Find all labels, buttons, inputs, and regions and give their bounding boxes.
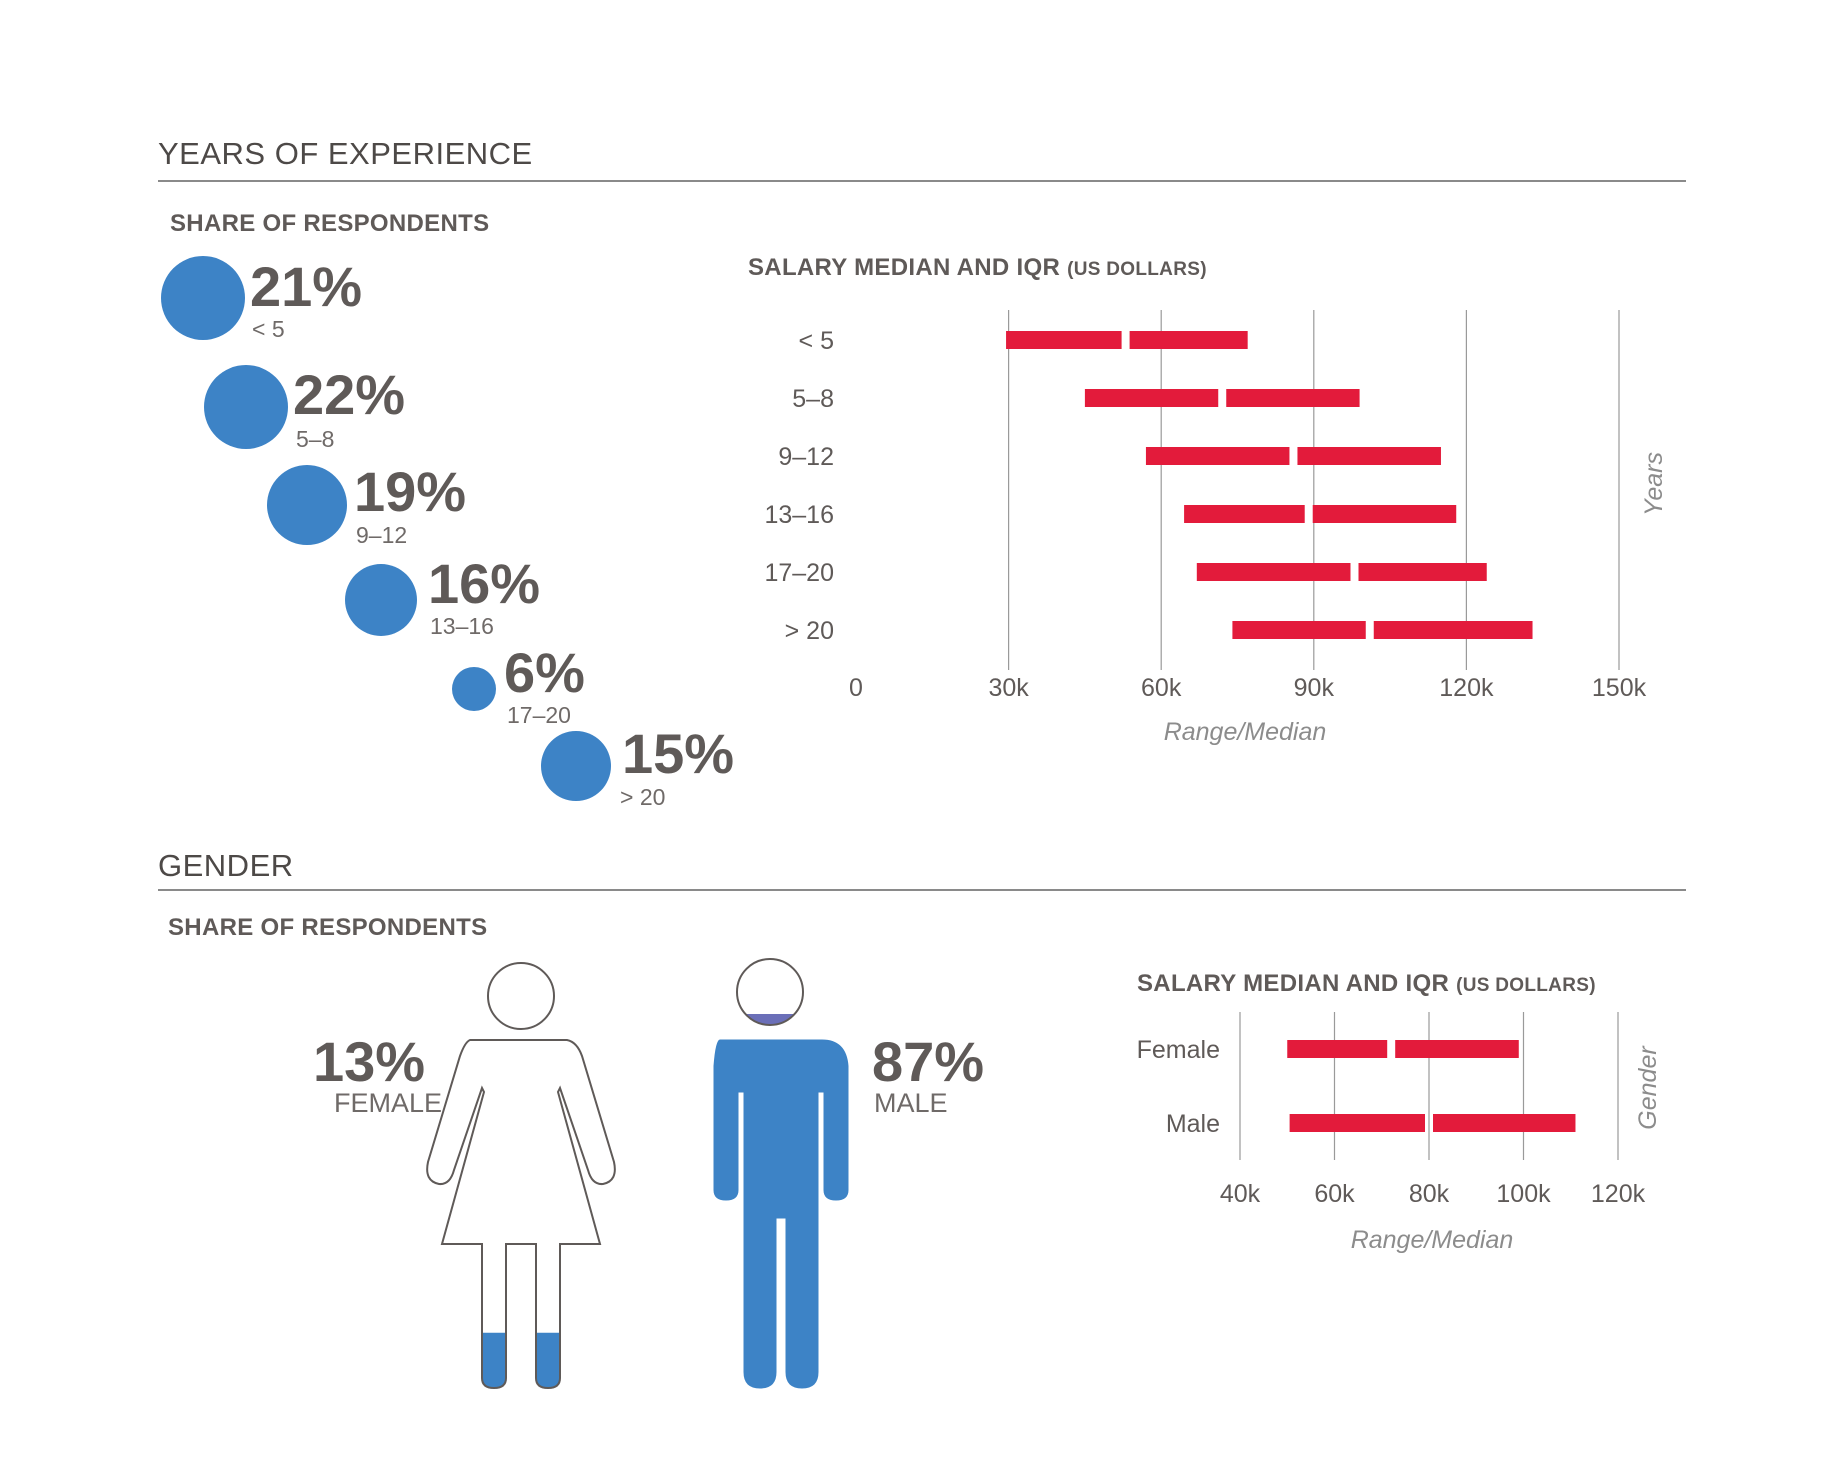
experience-section-title: YEARS OF EXPERIENCE xyxy=(158,136,533,171)
experience-y-axis-label: Years xyxy=(1640,452,1668,516)
female-pct: 13% xyxy=(313,1030,426,1093)
male-figure-icon xyxy=(713,958,849,1389)
gender-x-axis-label: Range/Median xyxy=(1351,1226,1514,1254)
experience-bubble-17-20 xyxy=(452,667,496,711)
gender-share-title: SHARE OF RESPONDENTS xyxy=(168,914,488,941)
female-figure-icon xyxy=(426,962,616,1390)
experience-pct-17-20: 6% xyxy=(504,641,585,704)
experience-x-tick-label: 30k xyxy=(988,674,1029,702)
gender-x-tick-label: 120k xyxy=(1591,1180,1646,1208)
experience-share-title: SHARE OF RESPONDENTS xyxy=(170,210,490,237)
experience-bubble-gt20 xyxy=(541,731,611,801)
experience-category-label: 17–20 xyxy=(764,559,834,587)
experience-category-label: < 5 xyxy=(799,327,834,355)
female-figure-fill xyxy=(427,1332,615,1388)
gender-y-axis-label: Gender xyxy=(1634,1045,1662,1130)
experience-iqr-lower-bar xyxy=(1006,331,1122,349)
gender-section-rule xyxy=(158,889,1686,891)
gender-iqr-upper-bar xyxy=(1395,1040,1519,1058)
female-label: FEMALE xyxy=(334,1088,443,1118)
gender-section-title: GENDER xyxy=(158,848,294,883)
experience-label-5-8: 5–8 xyxy=(296,426,335,452)
experience-pct-13-16: 16% xyxy=(428,552,541,615)
experience-iqr-lower-bar xyxy=(1084,389,1219,407)
gender-category-label: Female xyxy=(1137,1036,1220,1064)
male-pct: 87% xyxy=(872,1030,985,1093)
experience-bubble-lt5 xyxy=(161,256,245,340)
gender-x-tick-label: 40k xyxy=(1220,1180,1261,1208)
gender-salary-title-text: SALARY MEDIAN AND IQR xyxy=(1137,970,1450,997)
gender-x-tick-label: 80k xyxy=(1409,1180,1450,1208)
experience-x-tick-label: 90k xyxy=(1294,674,1335,702)
gender-iqr-upper-bar xyxy=(1433,1114,1576,1132)
experience-category-label: 9–12 xyxy=(778,443,834,471)
gender-iqr-lower-bar xyxy=(1289,1114,1425,1132)
experience-label-17-20: 17–20 xyxy=(507,702,571,728)
experience-iqr-upper-bar xyxy=(1129,331,1248,349)
experience-iqr-upper-bar xyxy=(1226,389,1360,407)
experience-salary-title-text: SALARY MEDIAN AND IQR xyxy=(748,254,1061,281)
experience-category-label: > 20 xyxy=(785,617,834,645)
experience-iqr-upper-bar xyxy=(1297,447,1441,465)
gender-salary-title-suffix: (US DOLLARS) xyxy=(1456,975,1596,996)
experience-pct-5-8: 22% xyxy=(293,363,406,426)
gender-iqr-lower-bar xyxy=(1287,1040,1388,1058)
experience-x-tick-label: 0 xyxy=(849,674,863,702)
experience-iqr-upper-bar xyxy=(1358,563,1487,581)
gender-x-tick-label: 60k xyxy=(1314,1180,1355,1208)
experience-iqr-lower-bar xyxy=(1145,447,1290,465)
gender-category-label: Male xyxy=(1166,1110,1220,1138)
gender-salary-chart-title: SALARY MEDIAN AND IQR (US DOLLARS) xyxy=(1137,970,1596,998)
experience-pct-9-12: 19% xyxy=(354,460,467,523)
experience-bubble-13-16 xyxy=(345,564,417,636)
experience-salary-title-suffix: (US DOLLARS) xyxy=(1067,259,1207,280)
experience-section-rule xyxy=(158,180,1686,182)
experience-category-label: 5–8 xyxy=(792,385,834,413)
experience-iqr-upper-bar xyxy=(1373,621,1533,639)
experience-label-lt5: < 5 xyxy=(252,316,285,342)
experience-category-label: 13–16 xyxy=(764,501,834,529)
experience-salary-chart-title: SALARY MEDIAN AND IQR (US DOLLARS) xyxy=(748,254,1207,282)
experience-iqr-lower-bar xyxy=(1232,621,1366,639)
experience-x-tick-label: 120k xyxy=(1439,674,1494,702)
experience-x-axis-label: Range/Median xyxy=(1164,718,1327,746)
experience-x-tick-label: 60k xyxy=(1141,674,1182,702)
experience-iqr-lower-bar xyxy=(1184,505,1305,523)
experience-label-9-12: 9–12 xyxy=(356,522,408,548)
experience-x-tick-label: 150k xyxy=(1592,674,1647,702)
experience-bubble-9-12 xyxy=(267,465,347,545)
experience-bubble-5-8 xyxy=(204,365,288,449)
male-figure-fill xyxy=(714,1014,848,1388)
experience-label-gt20: > 20 xyxy=(620,784,666,810)
gender-x-tick-label: 100k xyxy=(1496,1180,1551,1208)
male-label: MALE xyxy=(874,1088,948,1118)
experience-iqr-lower-bar xyxy=(1196,563,1351,581)
experience-label-13-16: 13–16 xyxy=(430,613,494,639)
experience-pct-lt5: 21% xyxy=(250,255,363,318)
experience-iqr-upper-bar xyxy=(1312,505,1457,523)
experience-pct-gt20: 15% xyxy=(622,722,735,785)
